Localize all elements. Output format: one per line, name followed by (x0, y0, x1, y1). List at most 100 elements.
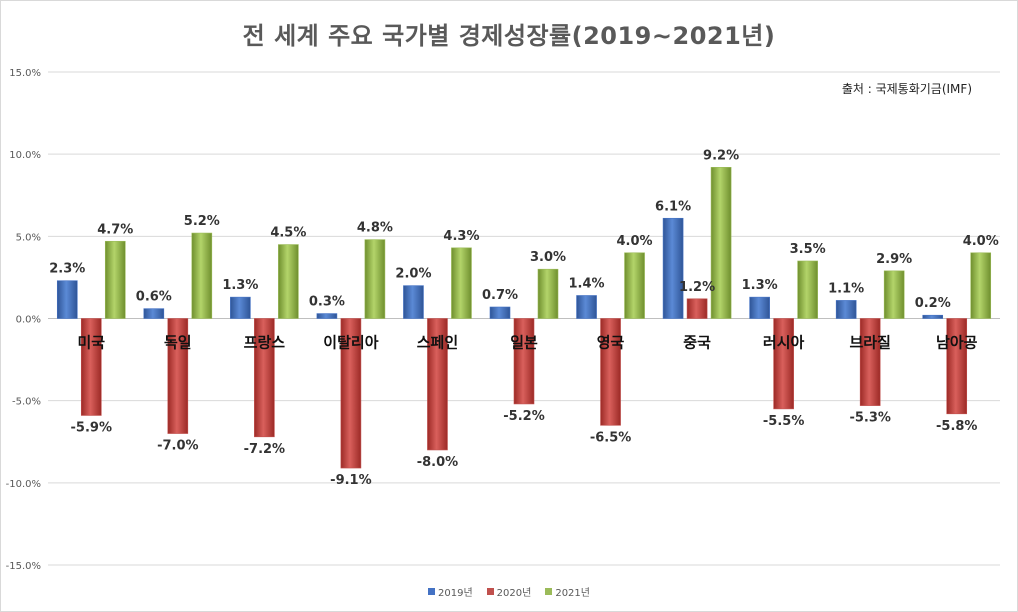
y-tick-label: -15.0% (6, 561, 41, 572)
bar (576, 295, 597, 319)
category-label: 러시아 (763, 334, 805, 352)
bar (662, 217, 684, 319)
data-label: 9.2% (703, 148, 739, 163)
data-label: 3.0% (530, 250, 566, 265)
y-tick-label: 0.0% (16, 315, 41, 326)
data-label: 4.5% (270, 226, 306, 241)
legend-label: 2019년 (438, 588, 473, 599)
data-label: -5.9% (71, 420, 112, 435)
bar (167, 318, 189, 434)
data-label: 0.7% (482, 288, 518, 303)
bar (489, 306, 511, 319)
bar (883, 270, 905, 319)
data-label: -5.3% (849, 411, 890, 426)
y-tick-label: 10.0% (9, 150, 41, 161)
category-label: 남아공 (936, 334, 978, 352)
data-label: 1.4% (569, 276, 605, 291)
bar (104, 240, 126, 319)
bar (749, 296, 770, 319)
data-label: 0.6% (136, 290, 172, 305)
category-label: 이탈리아 (323, 334, 378, 352)
bar (340, 318, 362, 469)
legend-label: 2020년 (496, 588, 532, 599)
data-label: -9.1% (330, 473, 371, 488)
data-label: -5.2% (503, 409, 544, 424)
y-tick-label: -5.0% (12, 397, 41, 408)
y-tick-label: 5.0% (16, 232, 41, 243)
legend-swatch (428, 588, 436, 595)
category-label: 중국 (683, 334, 711, 352)
category-label: 독일 (164, 334, 192, 352)
bar (710, 167, 732, 319)
bar (427, 318, 448, 451)
bar (143, 308, 165, 319)
bar (403, 285, 424, 319)
bar (191, 232, 213, 319)
data-label: 4.8% (357, 221, 393, 236)
data-label: 0.2% (915, 296, 951, 311)
y-axis-ticks: 15.0% 10.0% 5.0% 0.0% -5.0% -10.0% -15.0% (6, 68, 41, 572)
bar (80, 318, 102, 416)
category-label: 브라질 (849, 334, 890, 352)
bar (316, 313, 338, 319)
data-label: 1.3% (222, 278, 258, 293)
bar (513, 318, 535, 405)
y-tick-label: 15.0% (9, 68, 41, 79)
chart-title: 전 세계 주요 국가별 경제성장률(2019~2021년) (242, 22, 776, 50)
bar (859, 318, 881, 406)
category-label: 미국 (77, 334, 105, 352)
data-label: -6.5% (590, 430, 631, 445)
bars (56, 167, 992, 469)
bar (230, 296, 251, 319)
legend: 2019년 2020년 2021년 (0, 584, 1018, 599)
data-label: 1.1% (828, 281, 864, 296)
legend-swatch (545, 588, 553, 595)
category-labels: 미국 독일 프랑스 이탈리아 스페인 일본 영국 중국 러시아 브라질 남아공 (77, 334, 977, 352)
data-label: 5.2% (184, 214, 220, 229)
bar (624, 252, 645, 319)
category-label: 스페인 (417, 334, 458, 352)
bar (451, 247, 472, 319)
data-label: 4.0% (963, 234, 999, 249)
data-label: 6.1% (655, 199, 691, 214)
bar (773, 318, 794, 410)
bar (278, 244, 299, 319)
data-label: -8.0% (417, 455, 458, 470)
legend-item-2020: 2020년 (486, 584, 532, 599)
data-label: 2.0% (395, 267, 431, 282)
bar (254, 318, 275, 438)
category-label: 프랑스 (244, 334, 286, 352)
bar (797, 260, 818, 319)
data-label: 3.5% (790, 242, 826, 257)
data-label: 4.3% (443, 229, 479, 244)
bar (537, 268, 559, 319)
data-label: -7.0% (157, 439, 198, 454)
bar (922, 314, 944, 319)
data-labels: 2.3% -5.9% 4.7% 0.6% -7.0% 5.2% 1.3% -7.2% 4.5% 0… (49, 148, 999, 488)
data-label: 4.0% (617, 234, 653, 249)
data-label: 2.3% (49, 262, 85, 277)
bar (946, 318, 968, 415)
bar (970, 252, 992, 319)
bar (686, 298, 708, 319)
legend-label: 2021년 (555, 588, 590, 599)
legend-item-2021: 2021년 (545, 584, 590, 599)
legend-item-2019: 2019년 (428, 584, 473, 599)
category-label: 일본 (510, 334, 538, 352)
data-label: 4.7% (97, 222, 133, 237)
data-label: -7.2% (244, 442, 285, 457)
legend-swatch (486, 588, 494, 595)
data-label: 1.3% (742, 278, 778, 293)
source-note: 출처 : 국제통화기금(IMF) (841, 82, 972, 96)
data-label: 2.9% (876, 252, 912, 267)
category-label: 영국 (597, 334, 625, 352)
bar (600, 318, 621, 426)
data-label: 0.3% (309, 295, 345, 310)
bar (835, 300, 857, 319)
y-tick-label: -10.0% (6, 479, 41, 490)
data-label: -5.5% (763, 414, 804, 429)
data-label: 1.2% (679, 280, 715, 295)
data-label: -5.8% (936, 419, 977, 434)
bar (364, 239, 386, 319)
